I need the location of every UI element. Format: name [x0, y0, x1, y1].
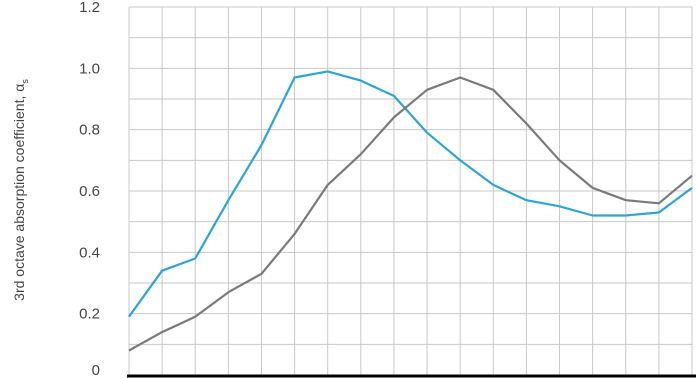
series-line-1 — [128, 70, 693, 318]
y-tick-label: 0 — [92, 362, 100, 378]
y-tick-label: 0.6 — [79, 183, 100, 200]
y-tick-label: 0.4 — [79, 244, 100, 261]
series-line-2 — [128, 76, 693, 352]
grid — [128, 6, 693, 375]
y-tick-label: 1.2 — [79, 0, 100, 16]
y-tick-label: 0.8 — [79, 122, 100, 139]
series-lines — [128, 70, 693, 352]
y-axis-ticks: 0 0.2 0.4 0.6 0.8 1.0 1.2 — [79, 0, 100, 378]
y-tick-label: 1.0 — [79, 60, 100, 77]
y-tick-label: 0.2 — [79, 306, 100, 323]
y-axis-title: 3rd octave absorption coefficient, αs — [11, 79, 30, 301]
